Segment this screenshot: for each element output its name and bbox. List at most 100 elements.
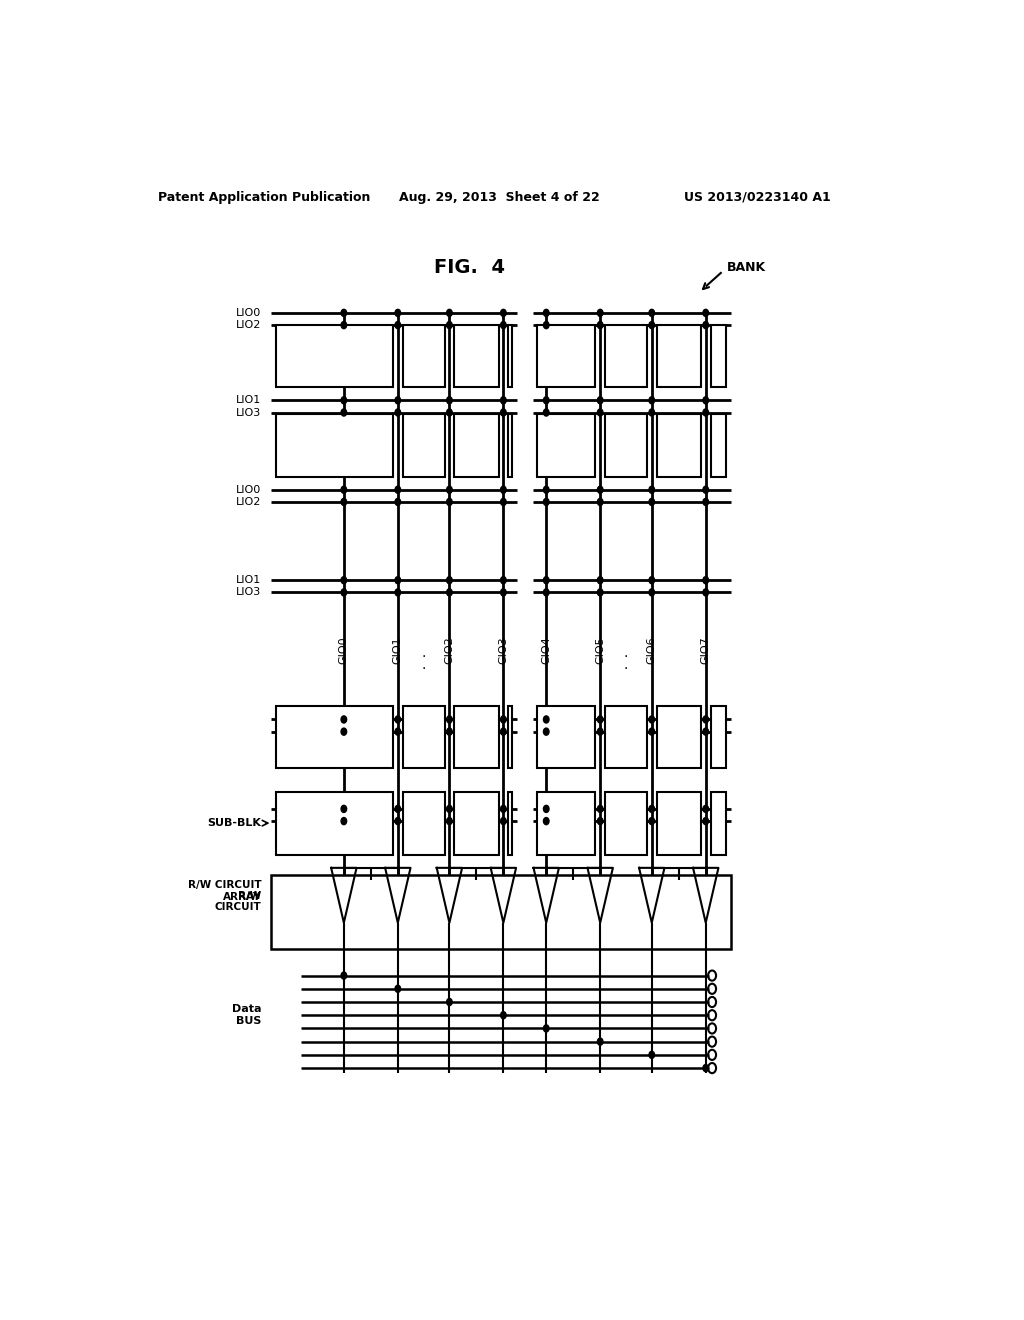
Circle shape bbox=[501, 715, 506, 723]
Circle shape bbox=[544, 322, 549, 329]
Circle shape bbox=[597, 397, 603, 404]
Circle shape bbox=[544, 486, 549, 494]
Circle shape bbox=[341, 715, 347, 723]
Circle shape bbox=[544, 729, 549, 735]
Circle shape bbox=[395, 805, 400, 812]
Circle shape bbox=[597, 322, 603, 329]
Circle shape bbox=[597, 729, 603, 735]
Bar bbox=[402, 413, 444, 477]
Text: .: . bbox=[422, 659, 426, 672]
Circle shape bbox=[501, 309, 506, 317]
Circle shape bbox=[544, 805, 549, 812]
Circle shape bbox=[649, 486, 654, 494]
Bar bbox=[275, 706, 393, 768]
Bar bbox=[711, 706, 726, 768]
Circle shape bbox=[446, 577, 453, 583]
Circle shape bbox=[649, 715, 654, 723]
Circle shape bbox=[649, 322, 654, 329]
Text: FIG.  4: FIG. 4 bbox=[434, 257, 505, 277]
Circle shape bbox=[649, 499, 654, 506]
Text: .: . bbox=[624, 659, 628, 672]
Circle shape bbox=[597, 499, 603, 506]
Circle shape bbox=[597, 577, 603, 583]
Circle shape bbox=[446, 805, 453, 812]
Circle shape bbox=[341, 805, 347, 812]
Circle shape bbox=[649, 817, 654, 825]
Circle shape bbox=[702, 322, 709, 329]
Circle shape bbox=[501, 322, 506, 329]
Bar bbox=[508, 413, 512, 477]
Circle shape bbox=[597, 805, 603, 812]
Bar bbox=[605, 706, 647, 768]
Circle shape bbox=[544, 817, 549, 825]
Text: LIO3: LIO3 bbox=[237, 587, 261, 598]
Text: LIO3: LIO3 bbox=[237, 408, 261, 417]
Circle shape bbox=[597, 309, 603, 317]
Text: US 2013/0223140 A1: US 2013/0223140 A1 bbox=[684, 190, 830, 203]
Circle shape bbox=[597, 589, 603, 595]
Text: LIO1: LIO1 bbox=[237, 576, 261, 585]
Circle shape bbox=[341, 499, 347, 506]
Circle shape bbox=[544, 1024, 549, 1032]
Circle shape bbox=[649, 589, 654, 595]
Circle shape bbox=[702, 397, 709, 404]
Circle shape bbox=[446, 729, 453, 735]
Circle shape bbox=[446, 998, 453, 1006]
Bar bbox=[455, 792, 499, 854]
Circle shape bbox=[341, 589, 347, 595]
Circle shape bbox=[446, 486, 453, 494]
Circle shape bbox=[702, 486, 709, 494]
Circle shape bbox=[446, 817, 453, 825]
Circle shape bbox=[544, 589, 549, 595]
Text: LIO2: LIO2 bbox=[236, 496, 261, 507]
Circle shape bbox=[341, 397, 347, 404]
Bar bbox=[711, 792, 726, 854]
Text: Data
BUS: Data BUS bbox=[231, 1005, 261, 1026]
Text: GIO7: GIO7 bbox=[700, 636, 711, 664]
Circle shape bbox=[702, 589, 709, 595]
Text: .: . bbox=[422, 647, 426, 660]
Circle shape bbox=[649, 397, 654, 404]
Text: GIO6: GIO6 bbox=[647, 636, 656, 664]
Circle shape bbox=[341, 309, 347, 317]
Bar bbox=[402, 325, 444, 387]
Bar bbox=[605, 792, 647, 854]
Circle shape bbox=[341, 972, 347, 979]
Circle shape bbox=[395, 817, 400, 825]
Text: GIO5: GIO5 bbox=[595, 636, 605, 664]
Text: Aug. 29, 2013  Sheet 4 of 22: Aug. 29, 2013 Sheet 4 of 22 bbox=[399, 190, 600, 203]
Circle shape bbox=[702, 409, 709, 416]
Circle shape bbox=[395, 397, 400, 404]
Bar bbox=[538, 413, 595, 477]
Circle shape bbox=[446, 322, 453, 329]
Circle shape bbox=[501, 805, 506, 812]
Text: BANK: BANK bbox=[727, 260, 766, 273]
Bar bbox=[656, 325, 701, 387]
Bar bbox=[538, 325, 595, 387]
Circle shape bbox=[501, 817, 506, 825]
Circle shape bbox=[395, 486, 400, 494]
Bar bbox=[605, 413, 647, 477]
Circle shape bbox=[544, 309, 549, 317]
Bar bbox=[711, 325, 726, 387]
Circle shape bbox=[341, 322, 347, 329]
Circle shape bbox=[395, 589, 400, 595]
Text: GIO2: GIO2 bbox=[444, 636, 455, 664]
Text: LIO0: LIO0 bbox=[237, 308, 261, 318]
Bar bbox=[605, 325, 647, 387]
Bar bbox=[402, 706, 444, 768]
Circle shape bbox=[597, 409, 603, 416]
Circle shape bbox=[649, 805, 654, 812]
Circle shape bbox=[395, 499, 400, 506]
Text: R/W CIRCUIT
ARRAY: R/W CIRCUIT ARRAY bbox=[187, 880, 261, 902]
Circle shape bbox=[544, 499, 549, 506]
Text: SUB-BLK: SUB-BLK bbox=[208, 818, 261, 828]
Circle shape bbox=[341, 577, 347, 583]
Text: LIO2: LIO2 bbox=[236, 319, 261, 330]
Circle shape bbox=[446, 397, 453, 404]
Circle shape bbox=[446, 715, 453, 723]
Circle shape bbox=[395, 729, 400, 735]
Circle shape bbox=[597, 486, 603, 494]
Circle shape bbox=[446, 499, 453, 506]
Bar bbox=[275, 325, 393, 387]
